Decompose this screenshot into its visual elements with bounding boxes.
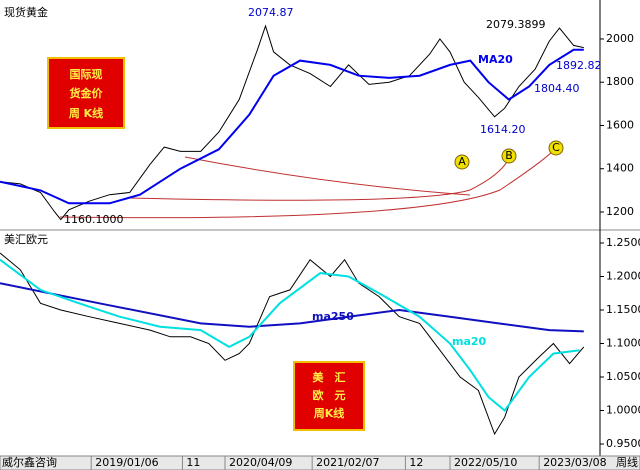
label-box	[47, 57, 125, 129]
footer-left: 威尔鑫咨询	[2, 455, 57, 469]
arc-b	[129, 159, 509, 201]
annotation: A	[458, 155, 466, 168]
marker-circle	[501, 148, 517, 164]
annotation: 1892.82	[556, 59, 602, 72]
x-tick-label: 2021/02/07	[316, 456, 379, 469]
x-tick-label: 2022/05/10	[454, 456, 517, 469]
arc-a	[184, 156, 471, 196]
series-line	[0, 282, 584, 333]
chart-title: 现货黄金	[4, 5, 48, 19]
y-tick-label: 1600	[606, 118, 634, 131]
y-tick-label: 1400	[606, 162, 634, 175]
annotation: C	[552, 141, 560, 154]
x-tick-label: 11	[186, 456, 200, 469]
label-box	[293, 361, 365, 431]
series-label: ma250	[312, 310, 354, 323]
annotation: 美 汇	[313, 370, 346, 384]
y-tick-label: 1.1500	[606, 303, 640, 316]
series-label: ma20	[452, 335, 487, 348]
y-tick-label: 1.0500	[606, 370, 640, 383]
annotation: 国际现	[70, 67, 103, 81]
series-line	[0, 252, 585, 436]
series-line	[0, 258, 580, 412]
x-tick-label: 2019/01/06	[95, 456, 158, 469]
annotation: 1804.40	[534, 82, 580, 95]
marker-circle	[548, 140, 564, 156]
y-tick-label: 2000	[606, 32, 634, 45]
x-tick-label: 2020/04/09	[229, 456, 292, 469]
x-axis-strip	[0, 455, 640, 470]
y-tick-label: 1800	[606, 75, 634, 88]
annotation: B	[505, 149, 513, 162]
arc-c	[59, 147, 557, 219]
annotation: 1614.20	[480, 123, 526, 136]
annotation: 欧 元	[313, 388, 346, 402]
annotation: 货金价	[69, 86, 104, 100]
x-tick-label: 2023/03/08	[543, 456, 606, 469]
annotation: 2074.87	[248, 6, 294, 19]
x-tick-label: 12	[409, 456, 423, 469]
y-tick-label: 0.9500	[606, 437, 640, 450]
series-line	[0, 48, 584, 205]
series-line	[0, 24, 584, 221]
y-tick-label: 1.1000	[606, 337, 640, 350]
chart-title: 美汇欧元	[4, 233, 48, 246]
y-tick-label: 1.0000	[606, 404, 640, 417]
y-tick-label: 1.2500	[606, 236, 640, 249]
annotation: 1160.1000	[64, 213, 124, 226]
annotation: 周K线	[314, 406, 345, 420]
y-tick-label: 1200	[606, 205, 634, 218]
marker-circle	[454, 154, 470, 170]
footer-right: 周线	[616, 455, 638, 469]
y-tick-label: 1.2000	[606, 269, 640, 282]
annotation: 周 K线	[69, 106, 103, 120]
series-label: MA20	[478, 53, 513, 66]
annotation: 2079.3899	[486, 18, 546, 31]
